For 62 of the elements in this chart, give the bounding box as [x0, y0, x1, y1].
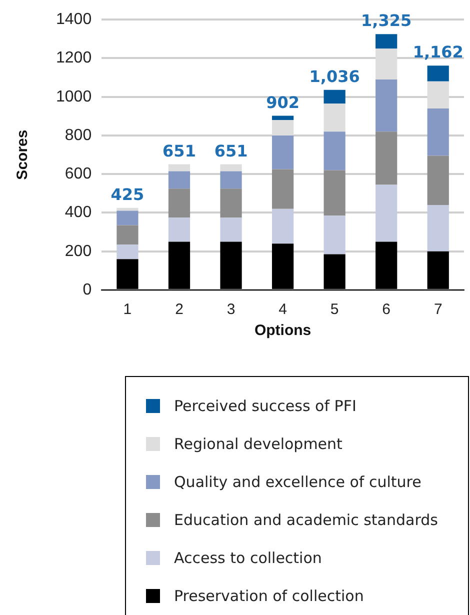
- x-tick-label: 7: [434, 301, 442, 318]
- bar: [376, 79, 398, 132]
- legend-label: Access to collection: [174, 549, 322, 567]
- bar: [324, 104, 346, 132]
- bar: [168, 171, 190, 189]
- bar: [272, 169, 294, 209]
- bar: [272, 208, 294, 244]
- y-tick-label: 1000: [56, 88, 92, 106]
- bar: [220, 164, 242, 172]
- bar: [376, 132, 398, 185]
- total-label: 1,162: [412, 42, 464, 62]
- x-tick-label: 1: [123, 301, 132, 318]
- bar: [272, 135, 294, 170]
- bar: [272, 120, 294, 136]
- y-tick-label: 1400: [56, 11, 92, 28]
- bar: [220, 188, 242, 218]
- legend-label: Quality and excellence of culture: [174, 473, 422, 491]
- bar: [376, 48, 398, 80]
- bar: [376, 184, 398, 242]
- legend-label: Preservation of collection: [174, 587, 364, 605]
- x-tick-label: 2: [175, 301, 184, 318]
- bar: [220, 218, 242, 242]
- bar: [324, 216, 346, 254]
- bar: [324, 170, 346, 216]
- bar: [220, 171, 242, 189]
- bar: [427, 156, 449, 206]
- bar: [324, 90, 346, 104]
- bar: [116, 244, 138, 260]
- bar: [427, 108, 449, 156]
- total-label: 651: [162, 141, 196, 160]
- bar: [168, 188, 190, 218]
- bar: [168, 164, 190, 172]
- bar: [427, 205, 449, 252]
- y-tick-label: 1200: [56, 50, 92, 67]
- x-tick-label: 4: [278, 301, 287, 318]
- bar: [272, 116, 294, 120]
- bar: [116, 225, 138, 245]
- x-tick-label: 5: [330, 301, 339, 318]
- x-axis-title: Options: [254, 322, 312, 340]
- y-tick-label: 0: [82, 281, 92, 298]
- bar: [376, 34, 398, 49]
- y-tick-label: 200: [64, 242, 92, 260]
- total-label: 1,325: [361, 11, 412, 30]
- total-label: 902: [266, 92, 300, 112]
- total-label: 651: [214, 141, 248, 160]
- y-axis-title: Scores: [14, 130, 32, 180]
- total-label: 425: [110, 185, 144, 204]
- bar: [116, 208, 138, 211]
- bar: [116, 210, 138, 226]
- legend-label: Regional development: [174, 435, 342, 453]
- y-tick-label: 600: [64, 166, 92, 183]
- bar: [168, 218, 190, 242]
- bar: [427, 81, 449, 108]
- y-tick-label: 400: [64, 204, 92, 222]
- total-label: 1,036: [309, 67, 360, 86]
- x-tick-label: 6: [382, 301, 391, 318]
- x-tick-label: 3: [226, 301, 236, 318]
- legend-label: Education and academic standards: [174, 511, 438, 529]
- bar: [324, 132, 346, 170]
- legend-label: Perceived success of PFI: [174, 397, 356, 415]
- y-tick-label: 800: [64, 126, 92, 144]
- bar: [427, 66, 449, 82]
